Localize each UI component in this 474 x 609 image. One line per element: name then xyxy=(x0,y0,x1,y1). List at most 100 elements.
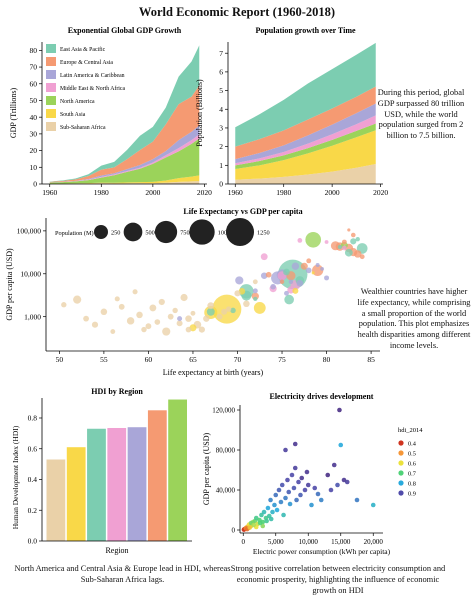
area-mena xyxy=(49,134,200,183)
electricity-note: Strong positive correlation between elec… xyxy=(230,564,446,595)
scatter-point xyxy=(289,472,295,478)
legend-title: Population (M) xyxy=(55,230,94,237)
bubble-ssa xyxy=(61,302,67,308)
x-tick-label: 10,000 xyxy=(299,538,319,546)
bubble-east_asia xyxy=(356,243,368,254)
scatter-point xyxy=(251,522,256,528)
bubble-east_asia xyxy=(355,237,360,242)
bubble-ssa xyxy=(145,323,152,330)
y-tick-label: 6 xyxy=(219,67,223,76)
bar-east_asia xyxy=(87,428,106,541)
scatter-point xyxy=(268,516,274,522)
bubble-europe xyxy=(344,243,354,253)
scatter-point xyxy=(246,522,252,527)
bubble-mena xyxy=(290,280,301,290)
bar-south_asia xyxy=(66,447,86,541)
y-axis-label: GDP (Trillions) xyxy=(9,88,18,139)
legend-dot xyxy=(398,450,404,456)
scatter-point xyxy=(272,502,277,508)
scatter-point xyxy=(273,492,279,498)
bubble-europe xyxy=(349,248,358,257)
bubble-ssa xyxy=(216,313,223,320)
bubble-ssa xyxy=(118,303,125,310)
bubble-europe xyxy=(279,279,285,285)
legend-label: Europe & Central Asia xyxy=(60,60,113,66)
scatter-point xyxy=(286,489,292,495)
legend-dot xyxy=(398,490,404,496)
legend-title: hdi_2014 xyxy=(398,427,423,434)
bubble-europe xyxy=(330,241,341,251)
scatter-point xyxy=(244,525,249,530)
legend-dot xyxy=(398,470,404,476)
y-axis-label: GDP per capita (USD) xyxy=(202,432,211,505)
report-title: World Economic Report (1960-2018) xyxy=(138,5,336,19)
x-tick-label: 60 xyxy=(145,355,153,364)
legend-swatch xyxy=(46,96,56,105)
x-tick-label: 65 xyxy=(189,355,197,364)
bubble-north_america xyxy=(305,231,322,248)
y-tick-label: 10,000 xyxy=(20,269,41,278)
scatter-point xyxy=(312,485,318,491)
area-ssa xyxy=(49,181,200,184)
bar-mena xyxy=(107,427,127,541)
bubble-latin xyxy=(252,288,258,294)
area-mena xyxy=(235,115,376,166)
x-tick-label: 15,000 xyxy=(331,538,351,546)
legend-label: 1000 xyxy=(218,230,231,237)
legend-box xyxy=(44,42,138,135)
x-tick-label: 1960 xyxy=(42,188,57,197)
x-tick-label: 80 xyxy=(323,355,331,364)
scatter-point xyxy=(243,525,249,531)
x-tick-label: 1980 xyxy=(276,188,291,197)
legend-swatch xyxy=(46,109,56,118)
bubble-latin xyxy=(320,266,325,271)
bubble-ssa xyxy=(126,317,135,325)
legend-swatch xyxy=(46,44,56,53)
bubble-ssa xyxy=(193,320,202,329)
scatter-point xyxy=(266,513,272,519)
bubble-ssa xyxy=(225,306,232,312)
scatter-point xyxy=(291,485,297,491)
bubble-europe xyxy=(353,250,362,258)
area-europe xyxy=(235,86,376,160)
y-tick-label: 0.6 xyxy=(28,444,38,453)
bubble-east_asia xyxy=(284,294,294,305)
scatter-point xyxy=(241,527,247,532)
bubble-ssa xyxy=(207,302,215,310)
bubble-europe xyxy=(335,242,345,251)
bar-ssa xyxy=(46,459,66,541)
legend-label: 0.5 xyxy=(408,450,416,457)
bubble-ssa xyxy=(185,326,192,333)
y-tick-label: 80 xyxy=(30,46,38,55)
scatter-point xyxy=(281,512,286,518)
legend-label: 750 xyxy=(180,230,189,237)
scatter-point xyxy=(263,515,269,521)
bubble-ssa xyxy=(158,298,165,306)
life-expectancy-note: Wealthier countries have higher life exp… xyxy=(357,287,471,350)
scatter-point xyxy=(264,518,269,524)
scatter-point xyxy=(331,462,337,468)
scatter-point xyxy=(268,497,273,503)
scatter-point xyxy=(252,518,258,524)
y-axis-label: Population (Billions) xyxy=(195,79,204,147)
scatter-point xyxy=(276,487,282,493)
scatter-point xyxy=(244,526,250,532)
chart-title: Life Expectancy vs GDP per capita xyxy=(183,207,302,216)
scatter-point xyxy=(370,502,376,508)
legend-label: Middle East & North Africa xyxy=(60,85,125,92)
bubble-east_asia xyxy=(295,276,305,285)
scatter-point xyxy=(278,499,284,505)
scatter-point xyxy=(302,487,308,493)
x-tick-label: 50 xyxy=(56,355,64,364)
bubble-europe xyxy=(347,228,351,232)
bubble-ssa xyxy=(110,329,116,334)
scatter-point xyxy=(337,407,342,413)
bubble-east_asia xyxy=(241,290,252,301)
legend-swatch xyxy=(46,57,56,66)
bubble-europe xyxy=(286,271,296,281)
scatter-point xyxy=(242,526,248,532)
bubble-ssa xyxy=(243,300,250,308)
bubble-ssa xyxy=(100,308,108,316)
scatter-point xyxy=(328,487,334,493)
bubble-east_asia xyxy=(277,259,308,290)
